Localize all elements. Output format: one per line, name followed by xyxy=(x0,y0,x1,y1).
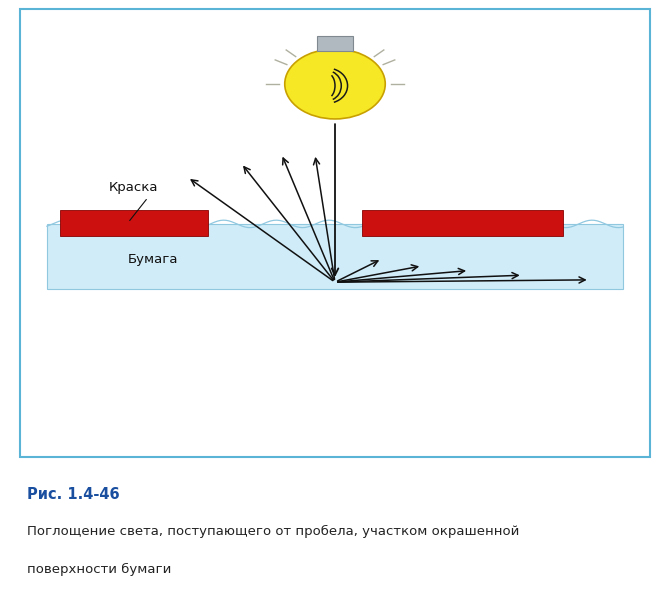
Text: Поглощение света, поступающего от пробела, участком окрашенной: Поглощение света, поступающего от пробел… xyxy=(27,525,519,538)
Bar xyxy=(47,224,623,289)
Text: Краска: Краска xyxy=(109,181,159,194)
Bar xyxy=(362,210,563,236)
Text: поверхности бумаги: поверхности бумаги xyxy=(27,563,171,576)
Bar xyxy=(318,35,352,51)
Text: Рис. 1.4-46: Рис. 1.4-46 xyxy=(27,487,119,502)
Circle shape xyxy=(285,49,385,119)
Bar xyxy=(60,210,208,236)
Text: Бумага: Бумага xyxy=(127,254,178,266)
